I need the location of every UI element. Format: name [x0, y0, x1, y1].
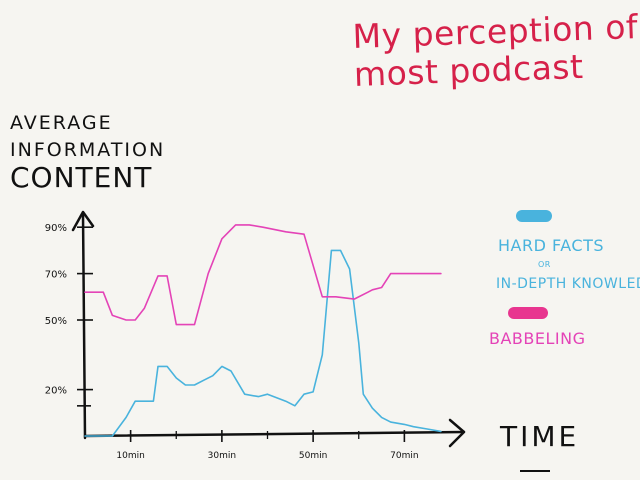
y-axis-arrow — [71, 210, 95, 232]
x-axis-line — [83, 430, 466, 438]
legend-swatch-babbeling — [508, 307, 548, 319]
y-axis-label-line-1: Average — [10, 112, 113, 134]
y-axis-line — [81, 212, 87, 440]
legend-label-babbeling: BABBELING — [489, 329, 586, 348]
x-tick-label: 10min — [116, 451, 144, 461]
y-tick-label: 50% — [45, 316, 67, 327]
series-line-babbeling — [84, 224, 442, 326]
y-tick-label: 70% — [45, 270, 67, 281]
chart-axes — [71, 210, 466, 448]
legend-swatch-hard-facts — [516, 210, 552, 222]
legend-label-hard-facts: HARD FACTS — [498, 236, 604, 255]
y-axis-label: Average information content — [10, 110, 190, 194]
x-axis-arrow — [448, 418, 466, 448]
y-axis-label-line-2: information — [10, 139, 166, 161]
x-axis-label: TIME — [500, 420, 580, 453]
y-tick-label: 20% — [45, 386, 67, 397]
legend-label-in-depth-knowledge: IN-DEPTH KNOWLEDGE — [496, 276, 640, 292]
x-tick-label: 70min — [390, 451, 418, 461]
legend-label-or: OR — [538, 260, 551, 269]
y-tick-label: 90% — [45, 223, 67, 234]
y-axis-label-line-3: content — [10, 161, 153, 194]
chart-series — [84, 224, 442, 437]
series-line-hard-facts — [84, 249, 442, 437]
x-tick-label: 50min — [299, 451, 327, 461]
x-axis-label-underline — [520, 470, 550, 472]
x-tick-label: 30min — [208, 451, 236, 461]
chart-ticks: 90% 70% 50% 20% 10min 30min 50min 70min — [45, 223, 419, 461]
